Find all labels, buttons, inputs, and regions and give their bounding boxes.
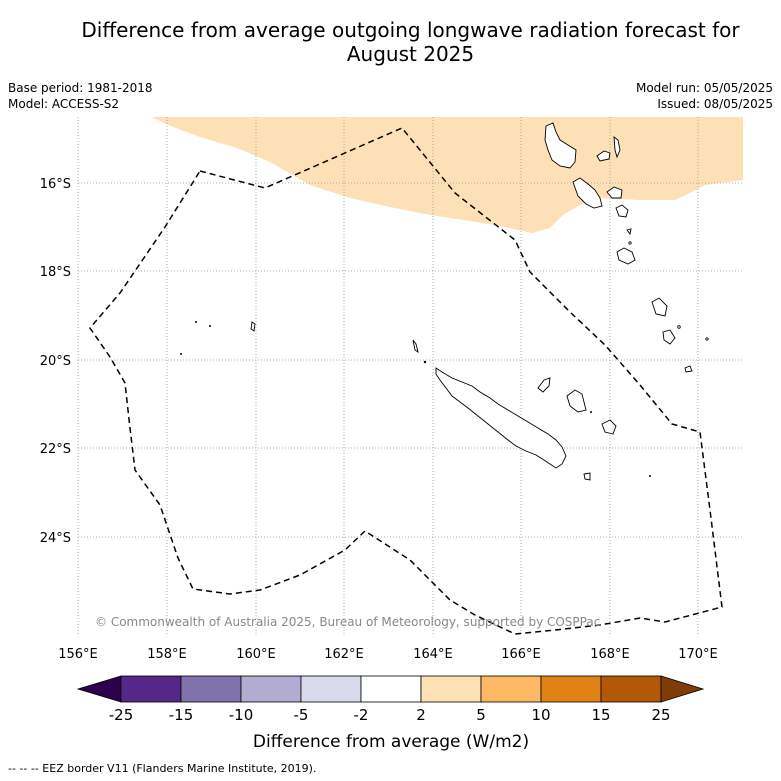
issued-text: Issued: 08/05/2025 [657, 97, 773, 111]
island [583, 472, 591, 481]
island [662, 329, 676, 345]
colorbar-tick-label: 15 [591, 706, 610, 724]
island-malekula [572, 177, 603, 209]
island-erromango [616, 247, 636, 265]
lon-label: 162°E [324, 647, 364, 662]
islet [209, 325, 211, 327]
title-line-2: August 2025 [346, 42, 475, 66]
island [566, 389, 587, 413]
colorbar-segment [600, 675, 662, 703]
islet [628, 241, 632, 245]
colorbar-tick-label: -10 [229, 706, 254, 724]
model-text: Model: ACCESS-S2 [8, 97, 120, 111]
lon-label: 166°E [501, 647, 541, 662]
colorbar-segment [660, 675, 705, 703]
islet [705, 337, 709, 341]
island [601, 419, 617, 435]
anomaly-fill-2-to-5 [152, 117, 743, 233]
colorbar-labels: -25 -15 -10 -5 -2 2 5 10 15 25 [109, 706, 671, 724]
colorbar [76, 675, 705, 703]
colorbar-segment [120, 675, 182, 703]
islet [677, 325, 681, 329]
colorbar-tick-label: 10 [531, 706, 550, 724]
map-area [77, 117, 743, 635]
colorbar-segment [180, 675, 242, 703]
longitude-labels: 156°E 158°E 160°E 162°E 164°E 166°E 168°… [58, 647, 718, 662]
lon-label: 158°E [147, 647, 187, 662]
lon-label: 156°E [58, 647, 98, 662]
island [684, 365, 693, 373]
island [537, 377, 551, 393]
island [412, 339, 419, 354]
islet [180, 353, 182, 355]
colorbar-tick-label: -15 [169, 706, 194, 724]
colorbar-segment [240, 675, 302, 703]
islet [590, 411, 592, 413]
islet [649, 475, 651, 477]
colorbar-segment [360, 675, 422, 703]
lon-label: 160°E [236, 647, 276, 662]
colorbar-tick-label: 5 [476, 706, 486, 724]
island [606, 186, 623, 199]
latitude-labels: 16°S 18°S 20°S 22°S 24°S [40, 177, 71, 546]
islet [423, 360, 427, 364]
island [596, 150, 611, 162]
model-run-text: Model run: 05/05/2025 [635, 81, 773, 95]
colorbar-segment [76, 675, 122, 703]
lon-label: 164°E [413, 647, 453, 662]
islet [195, 321, 197, 323]
colorbar-tick-label: 2 [416, 706, 426, 724]
lat-label: 16°S [40, 177, 71, 192]
right-metadata: Model run: 05/05/2025 Issued: 08/05/2025 [636, 80, 773, 112]
colorbar-segment [540, 675, 602, 703]
eez-legend-text: -- -- -- EEZ border V11 (Flanders Marine… [8, 762, 317, 775]
island [651, 297, 668, 317]
lat-label: 20°S [40, 354, 71, 369]
new-caledonia-island [435, 367, 567, 469]
map-title: Difference from average outgoing longwav… [40, 18, 781, 66]
colorbar-title: Difference from average (W/m2) [253, 732, 529, 752]
island-espiritu-santo [544, 122, 577, 169]
lon-label: 168°E [590, 647, 630, 662]
title-line-1: Difference from average outgoing longwav… [81, 18, 740, 42]
lat-label: 22°S [40, 442, 71, 457]
colorbar-tick-label: -25 [109, 706, 134, 724]
eez-border [89, 127, 723, 635]
colorbar-tick-label: -2 [354, 706, 369, 724]
lat-label: 24°S [40, 531, 71, 546]
island-efate [615, 204, 629, 218]
colorbar-tick-label: 25 [651, 706, 670, 724]
lat-label: 18°S [40, 265, 71, 280]
colorbar-segment [420, 675, 482, 703]
gridlines [77, 117, 743, 634]
island [250, 321, 256, 332]
colorbar-segment [480, 675, 542, 703]
island [613, 136, 621, 159]
colorbar-tick-label: -5 [294, 706, 309, 724]
left-metadata: Base period: 1981-2018 Model: ACCESS-S2 [8, 80, 153, 112]
base-period-text: Base period: 1981-2018 [8, 81, 153, 95]
colorbar-segment [300, 675, 362, 703]
lon-label: 170°E [678, 647, 718, 662]
copyright-text: © Commonwealth of Australia 2025, Bureau… [95, 615, 600, 629]
eez-legend: -- -- -- EEZ border V11 (Flanders Marine… [8, 762, 316, 775]
island [626, 228, 632, 236]
